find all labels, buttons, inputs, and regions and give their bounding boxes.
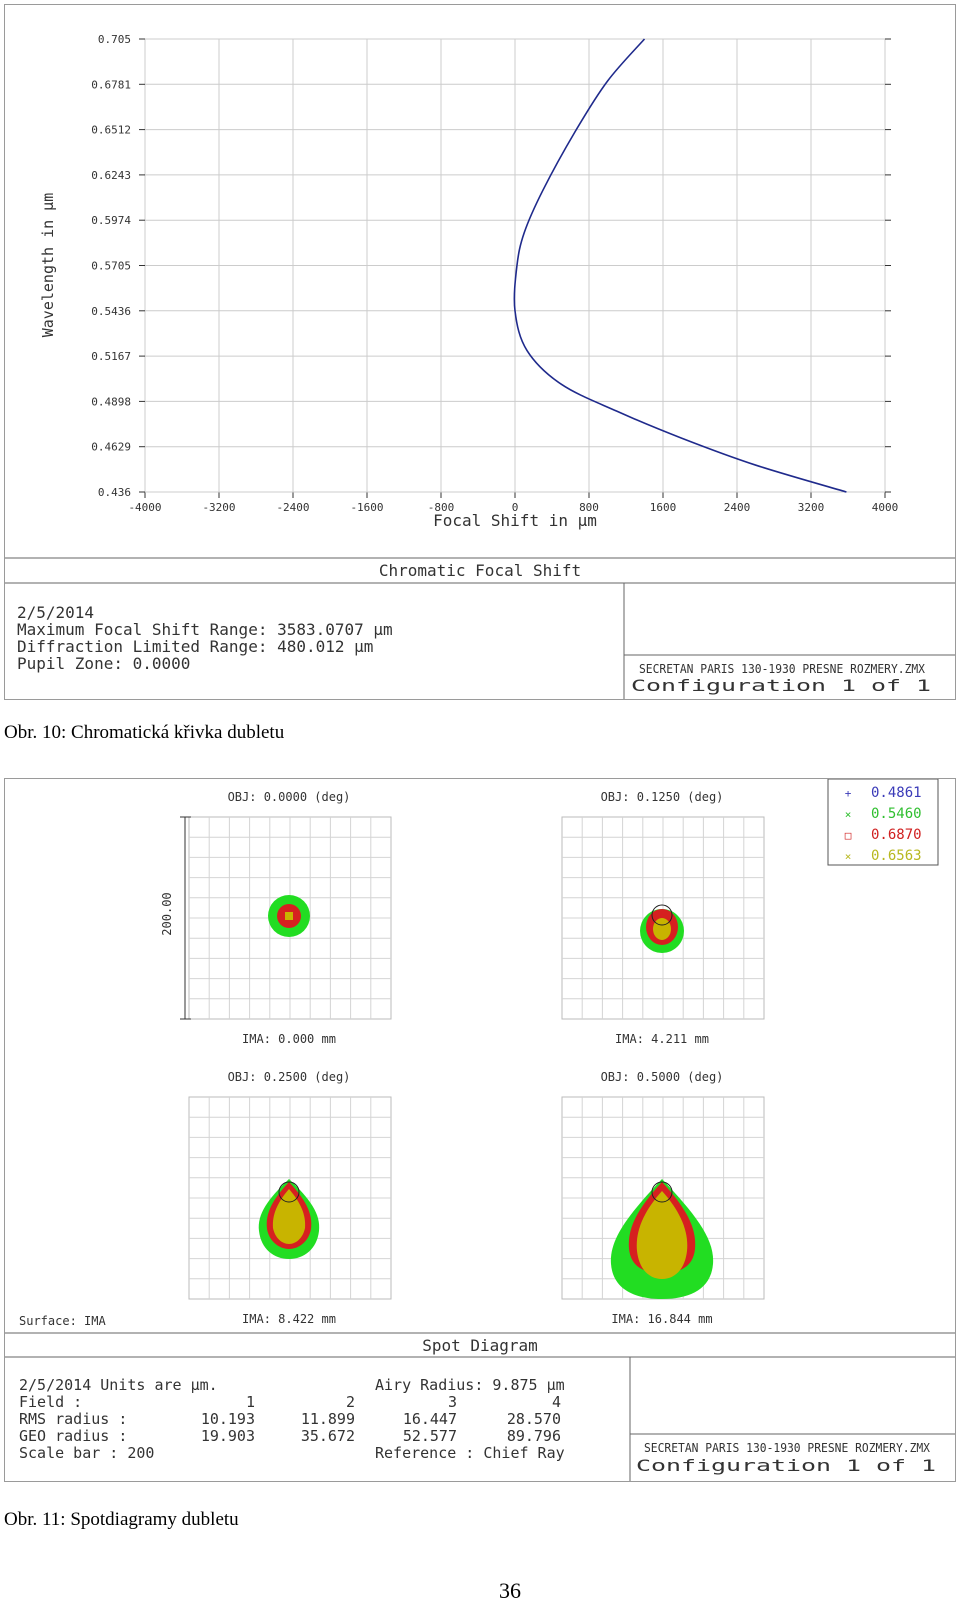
field-value: 1: [246, 1393, 255, 1411]
y-tick-label: 0.5167: [91, 350, 131, 363]
x-tick-label: 800: [579, 501, 599, 514]
legend-entries: +0.4861 × 0.5460 □ 0.6870 × 0.6563: [845, 785, 922, 864]
panel-1-obj-label: OBJ: 0.0000 (deg): [228, 790, 351, 804]
rms-values: 10.193 11.899 16.447 28.570: [201, 1410, 561, 1428]
x-tick-label: -1600: [350, 501, 383, 514]
panel-1-ima-label: IMA: 0.000 mm: [242, 1032, 336, 1046]
rms-value: 11.899: [301, 1410, 355, 1428]
legend-symbol: +: [845, 787, 852, 800]
field-value: 4: [552, 1393, 561, 1411]
x-tick-labels: -4000 -3200 -2400 -1600 -800 0 800 1600 2400 3200…: [128, 501, 898, 514]
airy-circle: [651, 1181, 673, 1203]
info-max-range: Maximum Focal Shift Range: 3583.0707 µm: [17, 620, 393, 639]
y-tick-label: 0.436: [98, 486, 131, 499]
x-tick-label: 2400: [724, 501, 751, 514]
scale-line: Scale bar : 200: [19, 1444, 154, 1462]
field-value: 2: [346, 1393, 355, 1411]
panel-2-obj-label: OBJ: 0.1250 (deg): [601, 790, 724, 804]
info-date-units: 2/5/2014 Units are µm.: [19, 1376, 218, 1394]
configuration-label: Configuration 1 of 1: [636, 1456, 936, 1475]
chromatic-focal-shift-svg: 0.705 0.6781 0.6512 0.6243 0.5974 0.5705 0.543…: [5, 33, 955, 699]
spot-diagram-svg: OBJ: 0.0000 (deg) IMA: 0.000 mm OBJ: 0.1…: [5, 778, 955, 1481]
rms-label: RMS radius :: [19, 1410, 127, 1428]
spot-olive: [636, 1191, 688, 1279]
scale-bar-label: 200.00: [160, 892, 174, 935]
x-tick-label: -4000: [128, 501, 161, 514]
panel-2-ima-label: IMA: 4.211 mm: [615, 1032, 709, 1046]
panel-4-ima-label: IMA: 16.844 mm: [611, 1312, 712, 1326]
airy-circle: [278, 1181, 300, 1203]
info-airy-radius: Airy Radius: 9.875 µm: [375, 1376, 565, 1394]
y-tick-label: 0.4629: [91, 441, 131, 454]
x-axis-label: Focal Shift in µm: [433, 511, 597, 530]
spot-panel-grid: [188, 816, 392, 1020]
info-pupil-zone: Pupil Zone: 0.0000: [17, 654, 190, 673]
legend-label: 0.6870: [871, 827, 922, 843]
y-axis-label: Wavelength in µm: [39, 193, 57, 338]
wavelength-legend: [827, 778, 939, 866]
figure-caption-1: Obr. 10: Chromatická křivka dubletu: [4, 722, 285, 743]
field-label: Field :: [19, 1393, 82, 1411]
y-tick-label: 0.6512: [91, 124, 131, 137]
plot-title: Chromatic Focal Shift: [379, 561, 581, 580]
legend-label: 0.5460: [871, 806, 922, 822]
legend-label: 0.4861: [871, 785, 922, 801]
spot-diagram-figure: OBJ: 0.0000 (deg) IMA: 0.000 mm OBJ: 0.1…: [4, 778, 956, 1482]
rms-value: 16.447: [403, 1410, 457, 1428]
geo-values: 19.903 35.672 52.577 89.796: [201, 1427, 561, 1445]
spot-olive: [272, 1189, 306, 1244]
field-value: 3: [448, 1393, 457, 1411]
y-tick-label: 0.705: [98, 33, 131, 46]
geo-value: 52.577: [403, 1427, 457, 1445]
y-tick-label: 0.5705: [91, 260, 131, 273]
x-tick-label: -800: [428, 501, 455, 514]
spot-olive: [653, 918, 671, 940]
geo-label: GEO radius :: [19, 1427, 127, 1445]
legend-symbol: ×: [845, 808, 852, 821]
y-tick-label: 0.4898: [91, 395, 131, 408]
file-name: SECRETAN PARIS 130-1930 PRESNE ROZMERY.Z…: [644, 1441, 931, 1455]
spot-panel-1: [268, 895, 310, 937]
chromatic-focal-shift-figure: 0.705 0.6781 0.6512 0.6243 0.5974 0.5705 0.543…: [4, 4, 956, 700]
spot-panel-4: [610, 1179, 714, 1299]
legend-label: 0.6563: [871, 848, 922, 864]
surface-label: Surface: IMA: [19, 1314, 106, 1328]
y-tick-label: 0.6781: [91, 78, 131, 91]
info-diffraction-range: Diffraction Limited Range: 480.012 µm: [17, 637, 373, 656]
x-tick-label: -3200: [202, 501, 235, 514]
spot-olive: [285, 912, 293, 920]
plot-title: Spot Diagram: [422, 1336, 538, 1355]
y-tick-labels: 0.705 0.6781 0.6512 0.6243 0.5974 0.5705 0.543…: [91, 33, 131, 499]
y-tick-label: 0.6243: [91, 169, 131, 182]
x-tick-label: 4000: [872, 501, 899, 514]
rms-value: 10.193: [201, 1410, 255, 1428]
y-tick-label: 0.5436: [91, 305, 131, 318]
page-number: 36: [499, 1578, 521, 1603]
info-date: 2/5/2014: [17, 603, 94, 622]
reference-line: Reference : Chief Ray: [375, 1444, 565, 1462]
spot-panel-3: [258, 1179, 320, 1259]
panel-4-obj-label: OBJ: 0.5000 (deg): [601, 1070, 724, 1084]
geo-value: 19.903: [201, 1427, 255, 1445]
geo-value: 35.672: [301, 1427, 355, 1445]
airy-circle: [651, 904, 673, 926]
y-tick-label: 0.5974: [91, 214, 131, 227]
file-name: SECRETAN PARIS 130-1930 PRESNE ROZMERY.Z…: [639, 662, 926, 676]
x-tick-label: 1600: [650, 501, 677, 514]
panel-3-obj-label: OBJ: 0.2500 (deg): [228, 1070, 351, 1084]
x-tick-label: -2400: [276, 501, 309, 514]
x-tick-label: 3200: [798, 501, 825, 514]
geo-value: 89.796: [507, 1427, 561, 1445]
panel-3-ima-label: IMA: 8.422 mm: [242, 1312, 336, 1326]
spot-panel-2: [640, 904, 684, 953]
legend-symbol: □: [845, 829, 852, 842]
legend-symbol: ×: [845, 850, 852, 863]
x-tick-label: 0: [512, 501, 519, 514]
focal-shift-curve: [513, 38, 847, 493]
field-values: 1 2 3 4: [246, 1393, 561, 1411]
rms-value: 28.570: [507, 1410, 561, 1428]
configuration-label: Configuration 1 of 1: [631, 676, 931, 695]
figure-caption-2: Obr. 11: Spotdiagramy dubletu: [4, 1509, 239, 1530]
